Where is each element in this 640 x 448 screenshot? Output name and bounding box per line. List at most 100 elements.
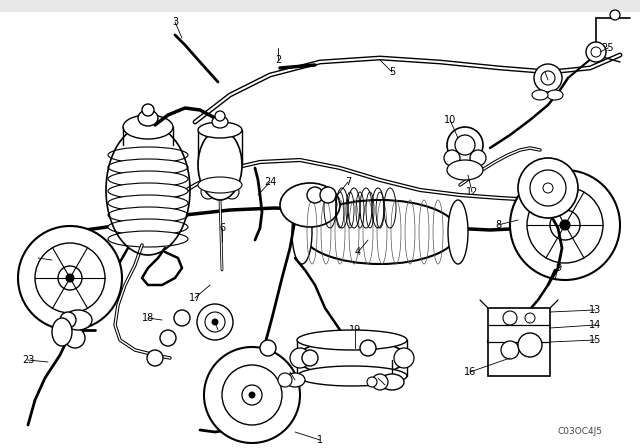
Ellipse shape	[108, 171, 188, 187]
Circle shape	[541, 71, 555, 85]
Ellipse shape	[302, 200, 458, 264]
Ellipse shape	[292, 200, 312, 264]
Circle shape	[610, 10, 620, 20]
Text: 8: 8	[495, 220, 501, 230]
Ellipse shape	[108, 159, 188, 175]
Ellipse shape	[448, 200, 468, 264]
Ellipse shape	[138, 110, 158, 126]
Text: 6: 6	[219, 223, 225, 233]
Circle shape	[278, 373, 292, 387]
Ellipse shape	[297, 340, 407, 376]
Circle shape	[372, 374, 388, 390]
Ellipse shape	[280, 183, 340, 227]
Text: 12: 12	[466, 187, 478, 197]
Circle shape	[543, 183, 553, 193]
Circle shape	[360, 340, 376, 356]
Text: 4: 4	[355, 247, 361, 257]
Circle shape	[35, 243, 105, 313]
Text: 26: 26	[539, 67, 551, 77]
Circle shape	[66, 274, 74, 282]
Bar	[488, 308, 550, 376]
Ellipse shape	[108, 231, 188, 247]
Text: 14: 14	[589, 320, 601, 330]
Circle shape	[447, 127, 483, 163]
Circle shape	[307, 187, 323, 203]
Circle shape	[586, 42, 606, 62]
Circle shape	[58, 266, 82, 290]
Ellipse shape	[108, 183, 188, 199]
Circle shape	[60, 312, 76, 328]
Ellipse shape	[198, 130, 242, 200]
Text: 5: 5	[389, 67, 395, 77]
Circle shape	[455, 135, 475, 155]
Circle shape	[18, 226, 122, 330]
Circle shape	[518, 158, 578, 218]
Ellipse shape	[380, 374, 404, 390]
Text: 1: 1	[317, 435, 323, 445]
Circle shape	[205, 312, 225, 332]
Circle shape	[147, 350, 163, 366]
Circle shape	[525, 313, 535, 323]
Text: 2: 2	[275, 55, 281, 65]
Circle shape	[204, 347, 300, 443]
Circle shape	[174, 310, 190, 326]
Text: 10: 10	[444, 115, 456, 125]
Ellipse shape	[532, 90, 548, 100]
Circle shape	[367, 377, 377, 387]
Circle shape	[215, 111, 225, 121]
Circle shape	[394, 348, 414, 368]
Circle shape	[550, 210, 580, 240]
Text: 13: 13	[589, 305, 601, 315]
Ellipse shape	[108, 147, 188, 163]
Text: 25: 25	[602, 43, 614, 53]
Text: 7: 7	[345, 177, 351, 187]
Ellipse shape	[123, 115, 173, 139]
Circle shape	[510, 170, 620, 280]
Circle shape	[560, 220, 570, 230]
Ellipse shape	[297, 366, 407, 386]
Circle shape	[501, 341, 519, 359]
Text: 18: 18	[142, 313, 154, 323]
Ellipse shape	[108, 219, 188, 235]
Ellipse shape	[198, 122, 242, 138]
Text: 24: 24	[264, 177, 276, 187]
Circle shape	[260, 340, 276, 356]
Ellipse shape	[212, 116, 228, 128]
Circle shape	[225, 185, 239, 199]
Text: 3: 3	[172, 17, 178, 27]
Circle shape	[320, 187, 336, 203]
Circle shape	[201, 185, 215, 199]
Circle shape	[591, 47, 601, 57]
Ellipse shape	[64, 310, 92, 330]
Ellipse shape	[198, 177, 242, 193]
Ellipse shape	[547, 90, 563, 100]
Text: 11: 11	[284, 367, 296, 377]
Circle shape	[503, 311, 517, 325]
Ellipse shape	[447, 160, 483, 180]
Ellipse shape	[108, 207, 188, 223]
Circle shape	[222, 365, 282, 425]
Text: 9: 9	[555, 263, 561, 273]
Circle shape	[65, 328, 85, 348]
Circle shape	[470, 150, 486, 166]
Circle shape	[290, 348, 310, 368]
Circle shape	[242, 385, 262, 405]
Circle shape	[142, 104, 154, 116]
Text: C03OC4J5: C03OC4J5	[557, 427, 602, 436]
Text: 17: 17	[189, 293, 201, 303]
Text: 19: 19	[349, 325, 361, 335]
Circle shape	[212, 319, 218, 325]
Circle shape	[249, 392, 255, 398]
Circle shape	[444, 150, 460, 166]
Circle shape	[518, 333, 542, 357]
Ellipse shape	[108, 195, 188, 211]
Circle shape	[527, 187, 603, 263]
Ellipse shape	[285, 373, 305, 387]
Circle shape	[160, 330, 176, 346]
Text: 23: 23	[22, 355, 34, 365]
Circle shape	[530, 170, 566, 206]
Circle shape	[197, 304, 233, 340]
Text: 16: 16	[464, 367, 476, 377]
Circle shape	[302, 350, 318, 366]
Bar	[0, 0, 640, 12]
